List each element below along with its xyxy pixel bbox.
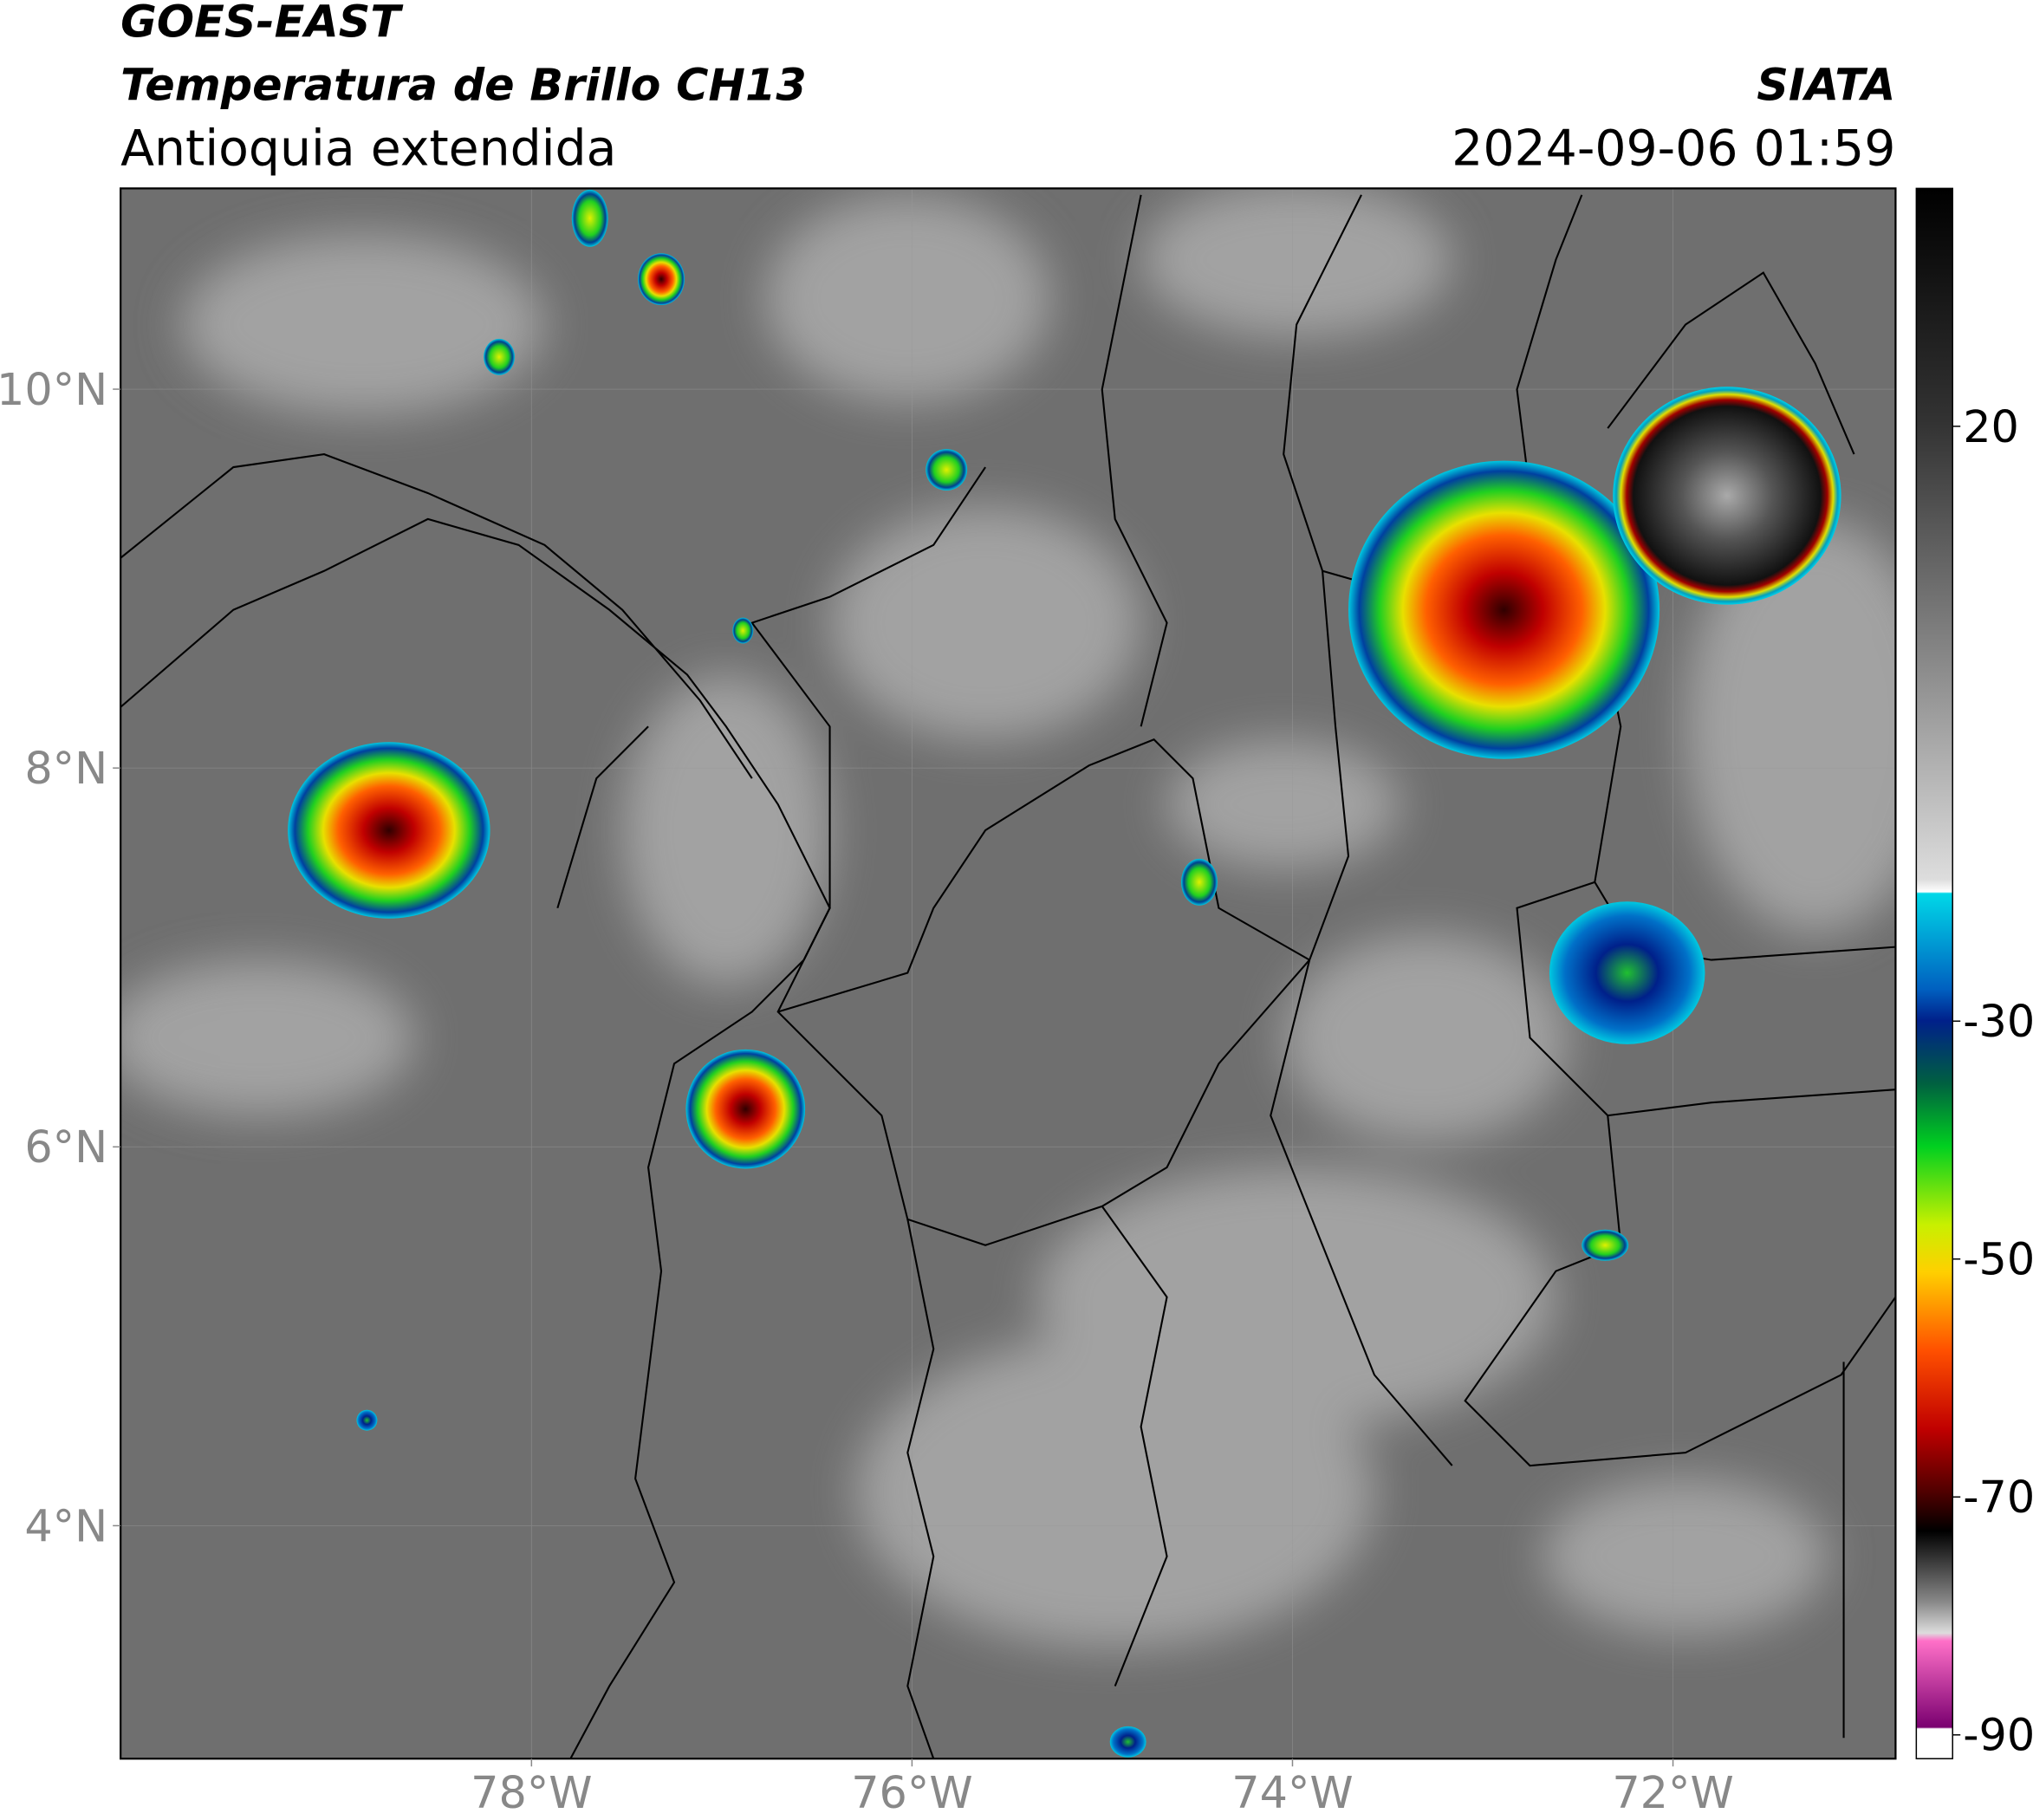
colorbar-tick-label: -50	[1963, 1234, 2033, 1285]
colorbar-tick-label: 20	[1963, 401, 2019, 452]
colorbar	[1915, 187, 1953, 1759]
lon-tick-label: 78°W	[471, 1767, 592, 1818]
colorbar-tick-label: -30	[1963, 996, 2033, 1047]
lat-tick-label: 8°N	[24, 743, 107, 794]
lat-tick-label: 6°N	[24, 1121, 107, 1173]
source: SIATA	[1757, 60, 1895, 111]
lon-tick-label: 76°W	[851, 1767, 972, 1818]
satellite-image	[120, 188, 1896, 1759]
datetime: 2024-09-06 01:59	[1452, 120, 1895, 177]
lon-tick-label: 74°W	[1231, 1767, 1353, 1818]
colorbar-tick-label: -90	[1963, 1710, 2033, 1761]
lat-tick-label: 4°N	[24, 1500, 107, 1551]
map-frame	[120, 187, 1897, 1760]
lat-tick-label: 10°N	[0, 364, 107, 415]
title: GOES-EAST	[120, 0, 404, 47]
product: Temperatura de Brillo CH13	[120, 60, 807, 111]
colorbar-tick-label: -70	[1963, 1472, 2033, 1523]
lon-tick-label: 72°W	[1612, 1767, 1733, 1818]
region: Antioquia extendida	[120, 120, 616, 177]
